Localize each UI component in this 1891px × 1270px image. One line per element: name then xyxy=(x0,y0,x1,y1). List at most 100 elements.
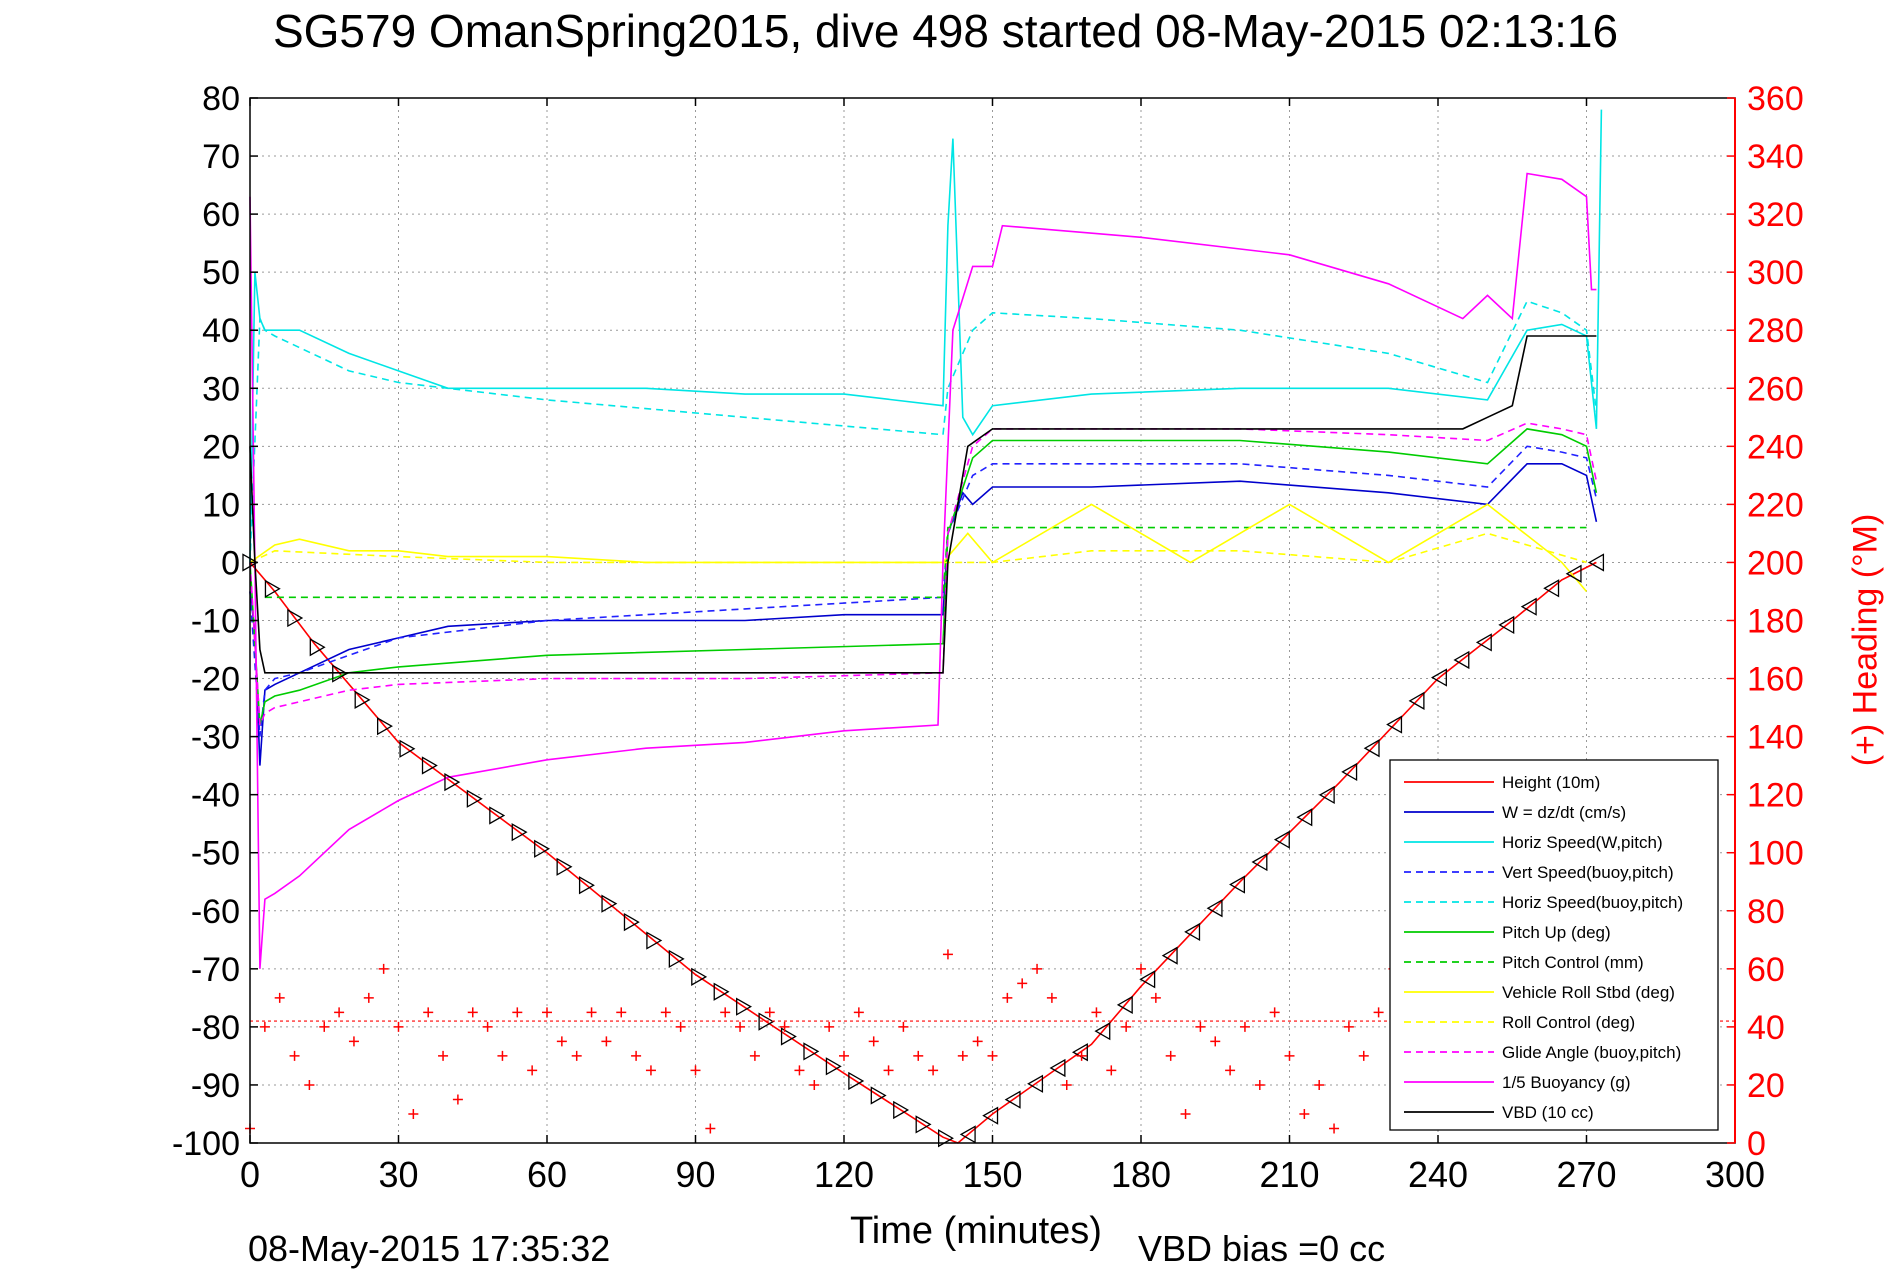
height-marker xyxy=(1049,1058,1066,1078)
heading-point xyxy=(809,1079,820,1090)
heading-point xyxy=(1373,1007,1384,1018)
legend-label: Height (10m) xyxy=(1502,773,1600,792)
height-marker xyxy=(287,608,304,628)
heading-point xyxy=(1165,1050,1176,1061)
y2-tick-label: 40 xyxy=(1747,1009,1785,1047)
heading-point xyxy=(645,1065,656,1076)
legend-label: Pitch Up (deg) xyxy=(1502,923,1611,942)
height-marker xyxy=(1588,553,1605,572)
heading-point xyxy=(1358,1050,1369,1061)
y2-tick-label: 220 xyxy=(1747,486,1804,524)
height-marker xyxy=(848,1071,865,1091)
heading-point xyxy=(274,992,285,1003)
height-marker xyxy=(646,931,663,950)
height-marker xyxy=(1206,899,1223,918)
height-marker xyxy=(1273,830,1290,849)
height-marker xyxy=(1475,633,1492,652)
height-marker xyxy=(1229,875,1246,894)
heading-point xyxy=(1061,1079,1072,1090)
heading-point xyxy=(512,1007,523,1018)
legend-label: Glide Angle (buoy,pitch) xyxy=(1502,1043,1681,1062)
height-marker xyxy=(668,949,685,969)
height-marker xyxy=(489,806,506,825)
heading-point xyxy=(794,1065,805,1076)
x-tick-label: 180 xyxy=(1111,1154,1171,1195)
y-tick-label: 50 xyxy=(202,254,240,292)
y-tick-label: -70 xyxy=(191,951,240,989)
height-marker xyxy=(1520,597,1537,616)
height-marker xyxy=(1498,615,1515,635)
x-tick-label: 210 xyxy=(1259,1154,1319,1195)
heading-point xyxy=(1002,992,1013,1003)
heading-point xyxy=(1195,1021,1206,1032)
heading-point xyxy=(987,1050,998,1061)
heading-point xyxy=(616,1007,627,1018)
legend-label: Vert Speed(buoy,pitch) xyxy=(1502,863,1674,882)
heading-point xyxy=(334,1007,345,1018)
y-tick-label: 40 xyxy=(202,312,240,350)
series-line-8 xyxy=(249,532,1587,564)
heading-point xyxy=(542,1007,552,1018)
series-layer xyxy=(249,109,1603,1144)
heading-point xyxy=(631,1050,642,1061)
heading-point xyxy=(1269,1007,1280,1018)
heading-point xyxy=(749,1050,760,1061)
height-marker xyxy=(1184,922,1201,942)
heading-point xyxy=(1254,1079,1265,1090)
y-tick-label: 70 xyxy=(202,138,240,176)
height-marker xyxy=(556,857,573,876)
height-marker xyxy=(399,739,416,758)
height-marker xyxy=(959,1125,976,1144)
height-marker xyxy=(601,894,618,913)
heading-point xyxy=(1136,963,1146,974)
heading-point xyxy=(957,1050,968,1061)
heading-point xyxy=(1017,978,1028,989)
heading-point xyxy=(735,1021,746,1032)
height-marker xyxy=(421,756,438,775)
heading-point xyxy=(1299,1108,1310,1119)
height-marker xyxy=(1296,808,1313,827)
series-line-11 xyxy=(249,335,1597,674)
height-marker xyxy=(309,638,326,657)
y-tick-label: -30 xyxy=(191,719,240,757)
heading-point xyxy=(1329,1123,1340,1134)
y2-tick-label: 200 xyxy=(1747,544,1804,582)
heading-point xyxy=(348,1036,359,1047)
y2-tick-label: 240 xyxy=(1747,428,1804,466)
y-tick-label: 60 xyxy=(202,196,240,234)
series-line-2 xyxy=(249,109,1603,563)
heading-point xyxy=(304,1079,315,1090)
heading-point xyxy=(556,1036,567,1047)
legend-label: VBD (10 cc) xyxy=(1502,1103,1594,1122)
heading-point xyxy=(660,1007,671,1018)
legend-label: 1/5 Buoyancy (g) xyxy=(1502,1073,1631,1092)
heading-point xyxy=(1210,1036,1221,1047)
x-tick-label: 240 xyxy=(1408,1154,1468,1195)
height-marker xyxy=(1116,995,1133,1014)
legend-label: Horiz Speed(W,pitch) xyxy=(1502,833,1663,852)
y-tick-label: -10 xyxy=(191,603,240,641)
height-marker xyxy=(982,1106,999,1125)
height-marker xyxy=(1251,852,1268,872)
y-tick-label: 30 xyxy=(202,370,240,408)
y-tick-label: -20 xyxy=(191,661,240,699)
heading-point xyxy=(289,1050,300,1061)
y2-tick-label: 180 xyxy=(1747,603,1804,641)
heading-point xyxy=(408,1108,419,1119)
vbd-bias-label: VBD bias =0 cc xyxy=(1138,1228,1386,1269)
y2-tick-label: 300 xyxy=(1747,254,1804,292)
legend-label: Roll Control (deg) xyxy=(1502,1013,1635,1032)
y-tick-label: 80 xyxy=(202,80,240,118)
series-line-3 xyxy=(249,445,1598,737)
legend-box xyxy=(1389,759,1719,1131)
heading-point xyxy=(1225,1065,1236,1076)
y2-tick-label: 360 xyxy=(1747,80,1804,118)
legend-label: W = dz/dt (cm/s) xyxy=(1502,803,1626,822)
height-marker xyxy=(1363,739,1380,758)
y-tick-label: 0 xyxy=(221,544,240,582)
heading-point xyxy=(690,1065,701,1076)
x-tick-label: 150 xyxy=(962,1154,1022,1195)
legend-label: Vehicle Roll Stbd (deg) xyxy=(1502,983,1675,1002)
x-tick-label: 90 xyxy=(675,1154,715,1195)
